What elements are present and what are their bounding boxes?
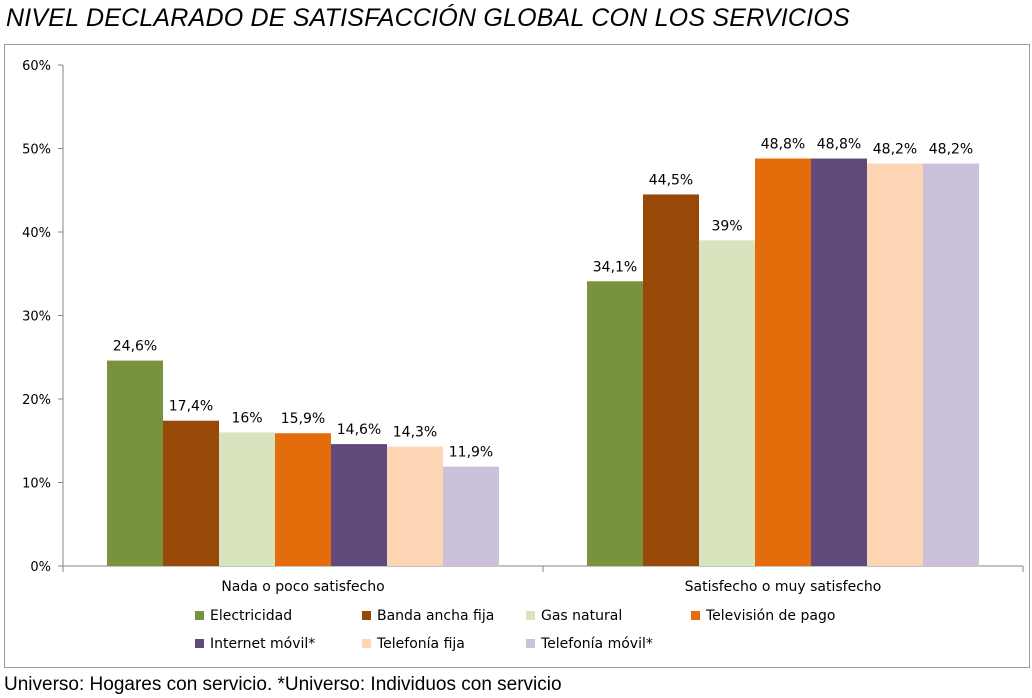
legend-label: Televisión de pago [705,608,835,624]
y-tick-label: 60% [22,59,51,74]
bar [587,281,643,566]
data-label: 48,2% [873,142,917,158]
data-label: 14,3% [393,425,437,441]
legend-swatch [362,639,371,648]
bar [699,240,755,566]
data-label: 15,9% [281,411,325,427]
chart-area: 0% 10% 20% 30% 40% 50% 60% Nada o poco satisfec… [4,44,1030,668]
chart-title: NIVEL DECLARADO DE SATISFACCIÓN GLOBAL C… [6,4,850,33]
legend-label: Telefonía fija [376,636,465,652]
legend-label: Banda ancha fija [377,608,494,624]
legend-swatch [526,639,535,648]
legend-swatch [526,611,535,620]
bar [867,164,923,566]
data-label: 17,4% [169,399,213,415]
bar [275,433,331,566]
data-label: 39% [711,218,742,234]
legend-label: Gas natural [541,608,622,624]
data-label: 48,8% [761,137,805,153]
bar [107,361,163,566]
data-label: 44,5% [649,172,693,188]
data-label: 24,6% [113,339,157,355]
bar [923,164,979,566]
bar [643,194,699,566]
y-tick-label: 50% [22,143,51,158]
y-tick-label: 20% [22,393,51,408]
data-label: 14,6% [337,422,381,438]
bar [811,159,867,566]
bar [163,421,219,566]
footnote: Universo: Hogares con servicio. *Univers… [4,674,562,696]
legend-label: Telefonía móvil* [540,636,653,652]
y-tick-label: 40% [22,226,51,241]
data-label: 34,1% [593,259,637,275]
data-label: 11,9% [449,445,493,461]
y-tick-label: 0% [30,560,51,575]
legend-swatch [195,639,204,648]
bar [755,159,811,566]
y-tick-label: 30% [22,310,51,325]
bar [443,467,499,566]
y-tick-label: 10% [22,477,51,492]
bar [219,432,275,566]
legend-swatch [195,611,204,620]
bar [387,447,443,566]
legend-label: Internet móvil* [210,636,315,652]
x-category-label: Nada o poco satisfecho [221,579,384,595]
data-label: 48,8% [817,137,861,153]
legend-swatch [362,611,371,620]
data-label: 48,2% [929,142,973,158]
legend-label: Electricidad [210,608,292,624]
bar-chart: 0% 10% 20% 30% 40% 50% 60% Nada o poco satisfec… [5,45,1029,667]
data-label: 16% [231,410,262,426]
bar [331,444,387,566]
legend-swatch [691,611,700,620]
x-category-label: Satisfecho o muy satisfecho [685,579,882,595]
